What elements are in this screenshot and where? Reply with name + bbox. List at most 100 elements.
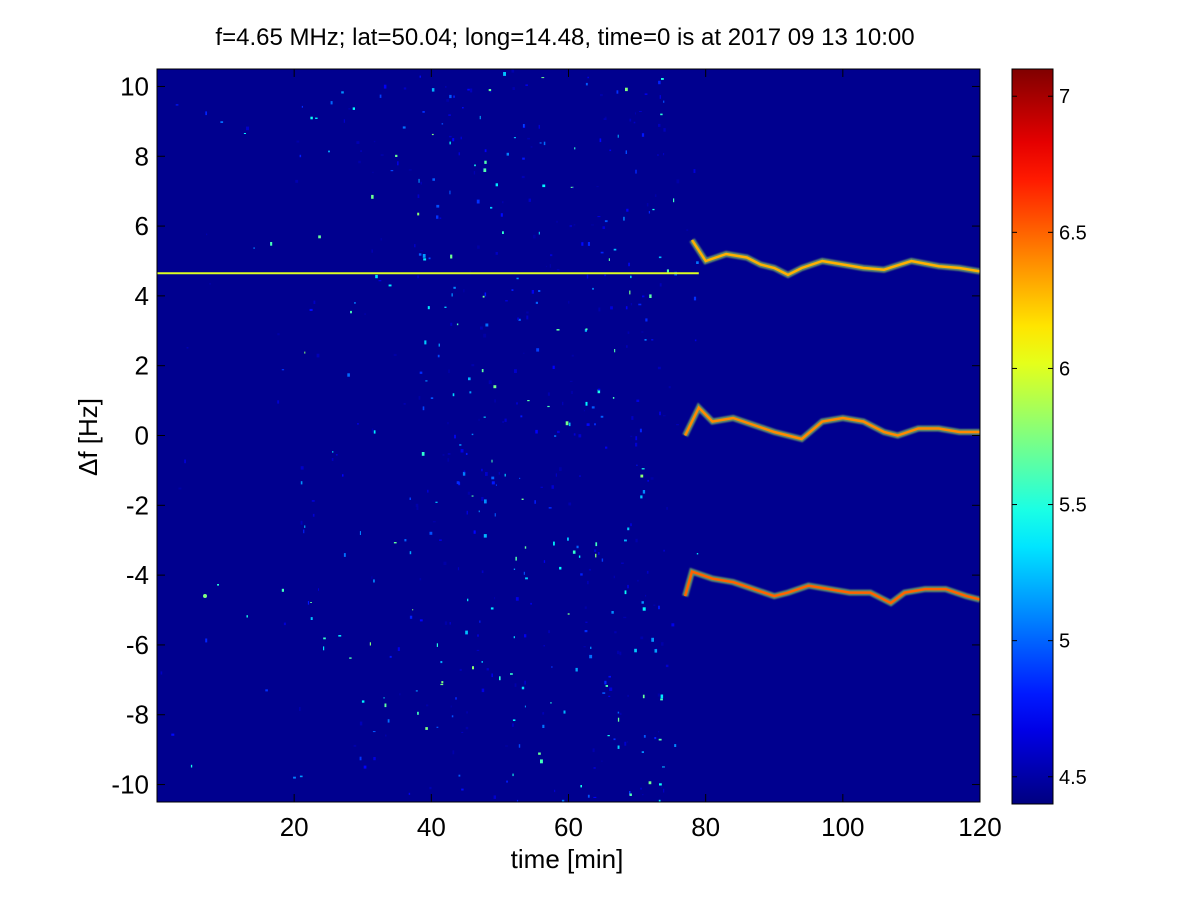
noise-speck bbox=[627, 584, 629, 589]
noise-speck bbox=[323, 637, 326, 640]
noise-speck bbox=[556, 220, 558, 223]
noise-speck bbox=[474, 164, 476, 167]
noise-speck bbox=[450, 322, 453, 326]
noise-speck bbox=[296, 140, 300, 143]
noise-speck bbox=[371, 576, 373, 579]
noise-speck bbox=[488, 380, 492, 385]
noise-speck bbox=[498, 471, 500, 475]
noise-speck bbox=[536, 348, 540, 352]
noise-speck bbox=[642, 490, 646, 494]
x-tick-label: 60 bbox=[554, 812, 583, 842]
noise-speck bbox=[538, 290, 541, 292]
noise-speck bbox=[542, 712, 545, 715]
noise-speck bbox=[521, 686, 525, 690]
noise-speck bbox=[418, 396, 421, 400]
noise-speck bbox=[524, 680, 526, 685]
noise-speck bbox=[408, 792, 411, 795]
x-tick-label: 100 bbox=[821, 812, 864, 842]
noise-speck bbox=[482, 295, 485, 298]
noise-speck bbox=[637, 579, 639, 582]
noise-speck bbox=[460, 136, 462, 140]
noise-speck bbox=[456, 481, 460, 485]
noise-speck bbox=[373, 757, 376, 761]
noise-speck bbox=[485, 472, 488, 476]
noise-speck bbox=[629, 118, 632, 122]
noise-speck bbox=[568, 422, 571, 427]
noise-speck bbox=[270, 242, 273, 246]
noise-speck bbox=[621, 562, 624, 564]
noise-speck bbox=[512, 773, 514, 777]
noise-speck bbox=[281, 369, 285, 371]
noise-speck bbox=[617, 711, 620, 714]
noise-speck bbox=[511, 289, 514, 291]
noise-speck bbox=[471, 495, 474, 497]
noise-speck bbox=[453, 286, 456, 289]
noise-speck bbox=[617, 717, 620, 722]
noise-speck bbox=[364, 313, 366, 315]
noise-speck bbox=[441, 681, 444, 684]
noise-speck bbox=[338, 635, 342, 637]
noise-speck bbox=[184, 459, 186, 464]
noise-speck bbox=[602, 226, 605, 229]
noise-speck bbox=[463, 289, 465, 293]
noise-speck bbox=[657, 366, 661, 370]
noise-speck bbox=[460, 449, 464, 453]
trace-3 bbox=[683, 569, 980, 605]
y-tick-label: -6 bbox=[126, 630, 149, 660]
noise-speck bbox=[220, 121, 224, 123]
noise-speck bbox=[584, 606, 587, 609]
noise-speck bbox=[171, 733, 175, 736]
noise-speck bbox=[495, 183, 498, 187]
x-axis-ticks: 20 40 60 80 100 120 bbox=[280, 69, 1002, 842]
noise-speck bbox=[650, 477, 654, 480]
noise-speck bbox=[623, 216, 625, 221]
noise-speck bbox=[658, 738, 662, 741]
noise-speck bbox=[428, 257, 431, 260]
noise-speck bbox=[481, 570, 484, 574]
noise-speck bbox=[506, 780, 508, 783]
noise-speck bbox=[589, 654, 593, 659]
noise-speck bbox=[661, 78, 664, 80]
noise-speck bbox=[540, 759, 543, 764]
noise-speck bbox=[568, 300, 570, 304]
noise-speck bbox=[525, 84, 528, 86]
noise-speck bbox=[518, 318, 521, 321]
noise-speck bbox=[341, 91, 344, 94]
noise-speck bbox=[602, 692, 606, 694]
noise-speck bbox=[300, 520, 303, 525]
noise-speck bbox=[476, 649, 480, 651]
y-axis-ticks: 10 8 6 4 2 0 -2 -4 -6 -8 -10 bbox=[111, 71, 980, 800]
noise-speck bbox=[469, 391, 472, 394]
noise-speck bbox=[455, 697, 457, 700]
noise-speck bbox=[488, 89, 492, 92]
noise-speck bbox=[658, 80, 661, 85]
y-tick-label: -10 bbox=[111, 770, 149, 800]
noise-speck bbox=[693, 169, 696, 173]
noise-speck bbox=[484, 160, 487, 164]
noise-speck bbox=[315, 117, 318, 119]
noise-speck bbox=[639, 428, 642, 433]
noise-speck bbox=[467, 598, 469, 602]
noise-speck bbox=[613, 738, 616, 741]
noise-speck bbox=[663, 100, 665, 103]
noise-speck bbox=[436, 643, 438, 647]
noise-speck bbox=[470, 88, 473, 93]
noise-speck bbox=[594, 549, 597, 552]
noise-speck bbox=[186, 347, 189, 349]
noise-speck bbox=[318, 588, 319, 591]
noise-speck bbox=[477, 634, 479, 637]
noise-speck bbox=[625, 306, 628, 310]
noise-speck bbox=[521, 175, 525, 179]
noise-speck bbox=[478, 418, 480, 421]
noise-speck bbox=[639, 111, 642, 112]
noise-speck bbox=[481, 688, 485, 693]
noise-speck bbox=[660, 694, 664, 699]
noise-speck bbox=[512, 723, 514, 727]
noise-speck bbox=[323, 646, 325, 651]
noise-speck bbox=[205, 638, 208, 643]
noise-speck bbox=[658, 799, 661, 802]
noise-speck bbox=[526, 315, 529, 320]
noise-speck bbox=[347, 373, 350, 377]
noise-speck bbox=[449, 190, 451, 195]
noise-speck bbox=[590, 646, 592, 649]
